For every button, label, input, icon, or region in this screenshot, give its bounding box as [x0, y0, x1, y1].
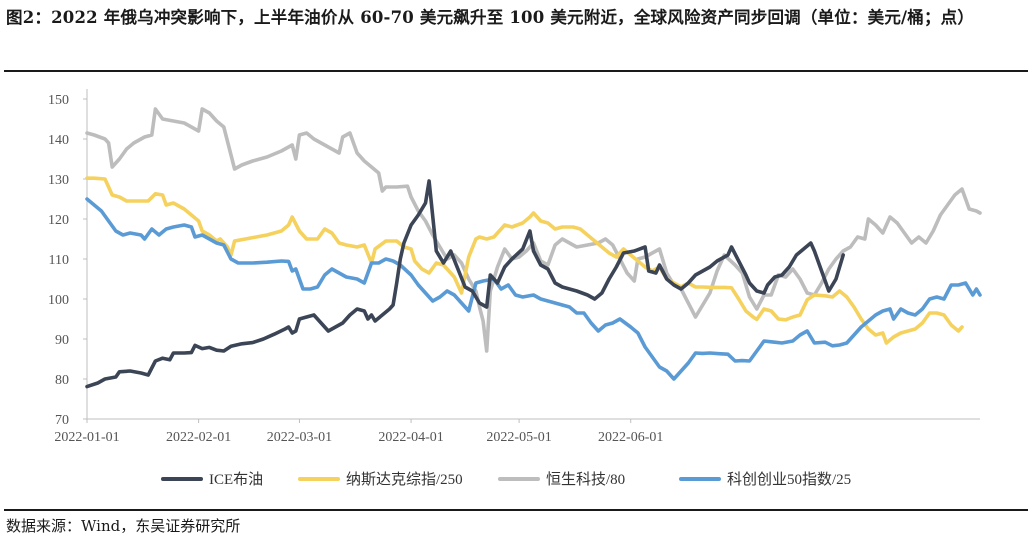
y-tick-label: 70 — [55, 413, 69, 428]
series-line-0 — [85, 179, 845, 389]
series-line-1 — [85, 176, 964, 345]
series-line-2 — [85, 107, 982, 353]
x-tick-label: 2022-02-01 — [166, 430, 231, 445]
y-tick-label: 80 — [55, 373, 69, 388]
y-tick-label: 90 — [55, 333, 69, 348]
legend-label: 科创创业50指数/25 — [727, 471, 851, 488]
x-tick-label: 2022-06-01 — [598, 430, 663, 445]
y-tick-label: 110 — [49, 253, 69, 268]
title-divider — [4, 70, 1028, 72]
chart-title: 图2：2022 年俄乌冲突影响下，上半年油价从 60-70 美元飙升至 100 … — [6, 8, 975, 27]
y-tick-label: 120 — [48, 213, 69, 228]
y-tick-label: 100 — [48, 293, 69, 308]
x-tick-label: 2022-04-01 — [378, 430, 443, 445]
x-tick-label: 2022-01-01 — [54, 430, 119, 445]
chart-axes: 70 80 90 100 110 120 130 140 150 2022-01-01 2022-0… — [48, 89, 980, 445]
series-line-3 — [85, 197, 982, 381]
legend-label: 恒生科技/80 — [546, 471, 625, 488]
line-chart: 70 80 90 100 110 120 130 140 150 2022-01-01 2022-0… — [48, 89, 982, 488]
x-tick-label: 2022-05-01 — [486, 430, 551, 445]
legend-label: ICE布油 — [209, 471, 263, 488]
chart-legend: ICE布油 纳斯达克综指/250 恒生科技/80 科创创业50指数/25 — [161, 471, 851, 488]
y-tick-label: 130 — [48, 173, 69, 188]
source-divider — [4, 509, 1028, 511]
x-tick-label: 2022-03-01 — [267, 430, 332, 445]
y-tick-label: 150 — [48, 93, 69, 108]
legend-label: 纳斯达克综指/250 — [346, 471, 463, 488]
data-source-note: 数据来源：Wind，东吴证券研究所 — [6, 517, 241, 535]
y-tick-label: 140 — [48, 133, 69, 148]
chart-series-lines — [85, 107, 982, 389]
